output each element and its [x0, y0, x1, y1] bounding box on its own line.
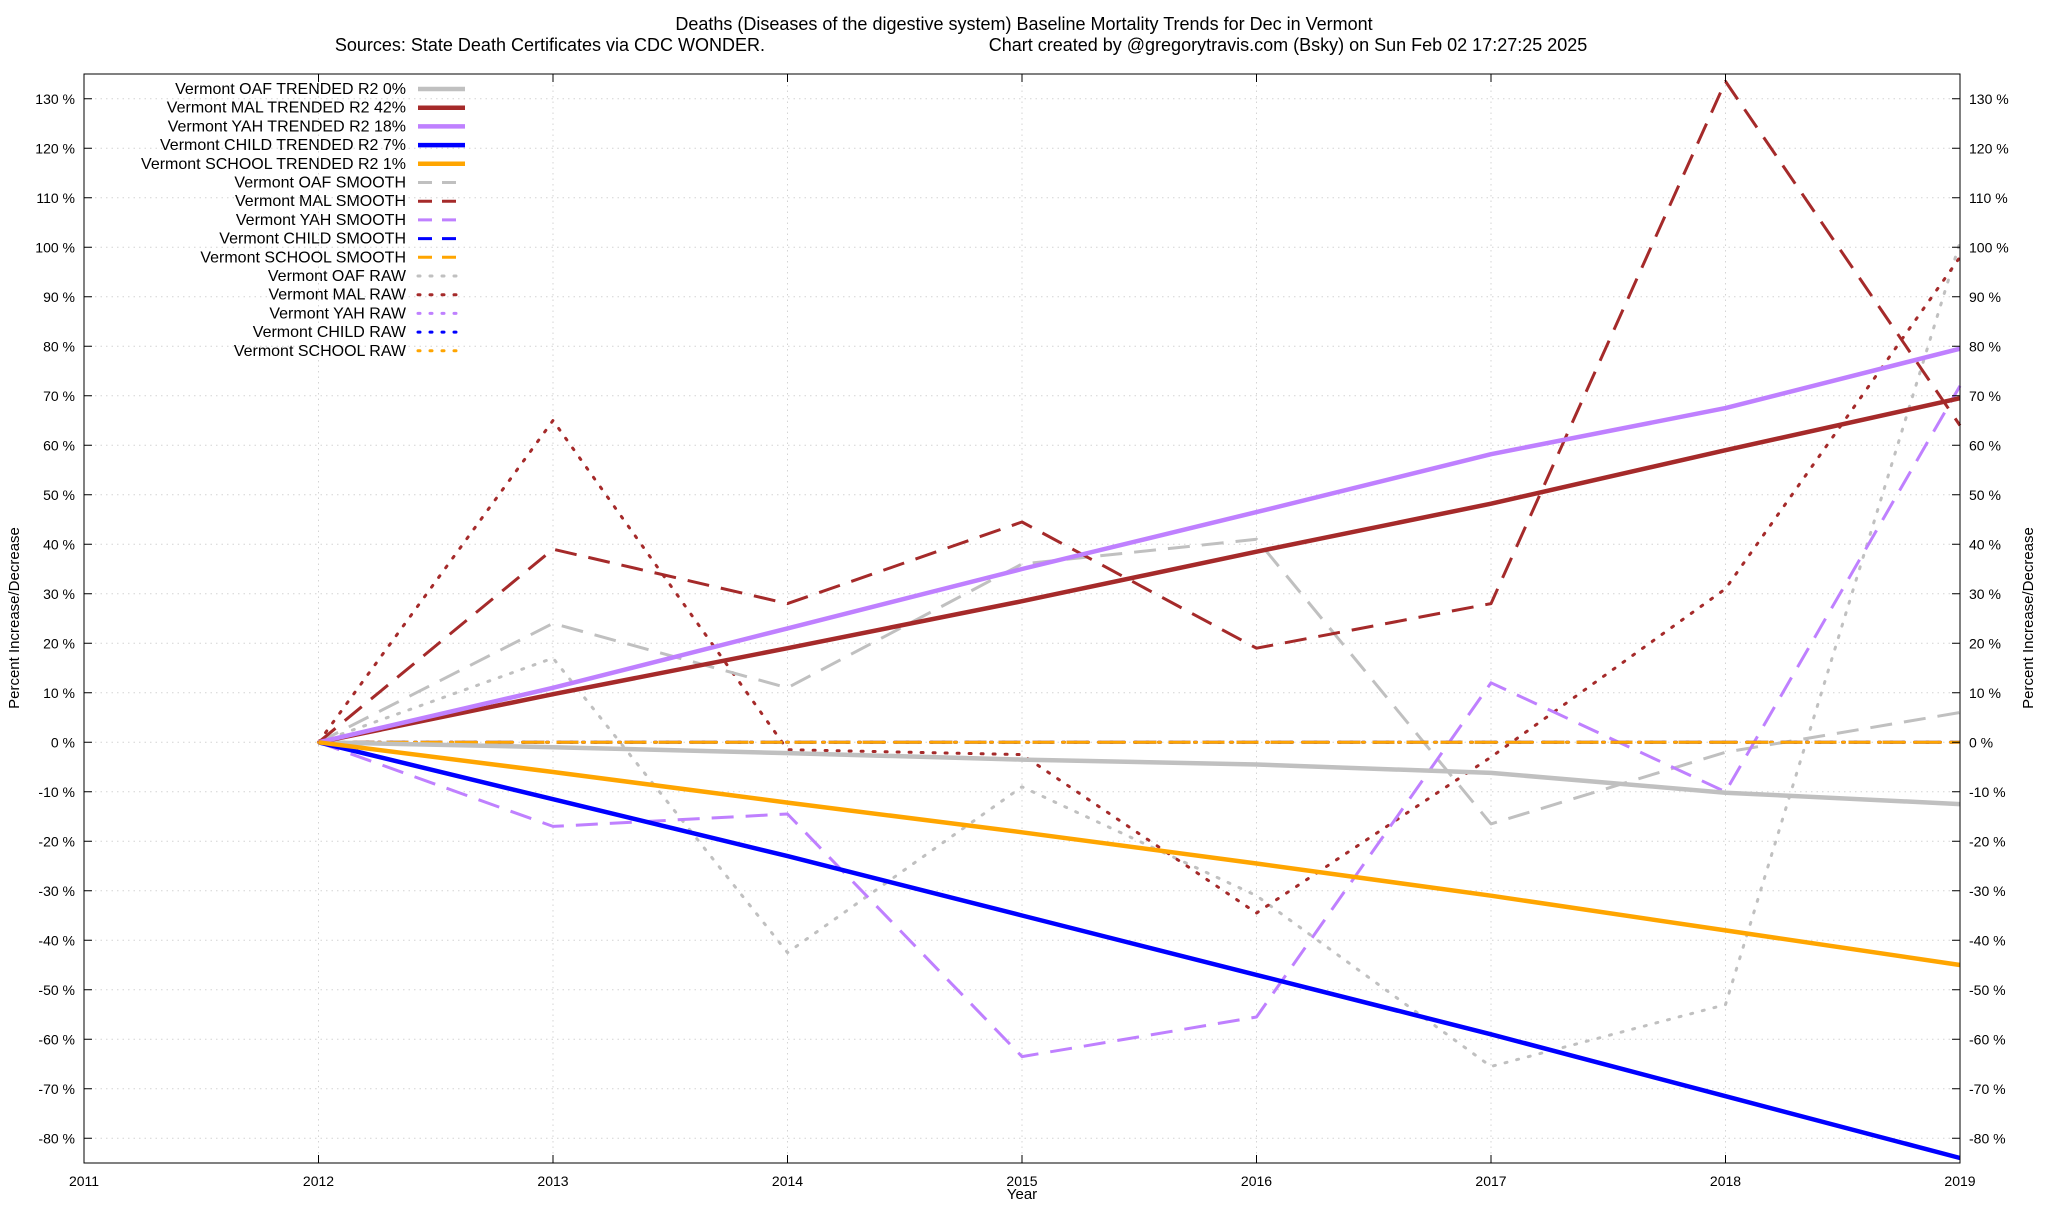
legend-label: Vermont YAH RAW: [269, 305, 407, 322]
series-lines: [317, 79, 1962, 1161]
legend-label: Vermont SCHOOL RAW: [234, 343, 407, 360]
y-tick-label-right: -40 %: [1969, 932, 2006, 948]
y-tick-label-left: 110 %: [36, 190, 75, 206]
y-tick-label-left: -20 %: [38, 833, 75, 849]
legend-label: Vermont MAL RAW: [268, 287, 406, 304]
legend-label: Vermont OAF SMOOTH: [234, 175, 406, 192]
legend-label: Vermont SCHOOL SMOOTH: [200, 249, 406, 266]
series-line-2: [318, 396, 1961, 745]
x-tick-label: 2016: [1241, 1173, 1272, 1189]
x-tick-label: 2019: [1944, 1173, 1975, 1189]
y-tick-label-left: -80 %: [38, 1130, 75, 1146]
legend-label: Vermont CHILD SMOOTH: [219, 231, 406, 248]
y-tick-label-right: -60 %: [1969, 1031, 2006, 1047]
series-line-6: [317, 537, 1961, 826]
series-line-11: [317, 240, 1962, 1068]
y-tick-label-left: 50 %: [43, 487, 75, 503]
legend-label: Vermont YAH SMOOTH: [236, 212, 406, 229]
y-tick-label-left: -40 %: [38, 932, 75, 948]
y-tick-label-right: -20 %: [1969, 833, 2006, 849]
x-tick-label: 2011: [69, 1173, 99, 1189]
y-tick-label-left: -60 %: [38, 1031, 75, 1047]
y-tick-label-right: -10 %: [1969, 784, 2006, 800]
y-axis-label-left: Percent Increase/Decrease: [6, 527, 23, 709]
y-tick-label-left: 10 %: [43, 685, 75, 701]
x-tick-label: 2015: [1006, 1173, 1037, 1189]
y-tick-label-left: -30 %: [38, 883, 75, 899]
x-tick-label: 2017: [1475, 1173, 1506, 1189]
y-tick-label-right: 40 %: [1969, 536, 2001, 552]
x-tick-label: 2013: [537, 1173, 568, 1189]
y-tick-label-left: 130 %: [35, 91, 75, 107]
legend-label: Vermont CHILD RAW: [253, 324, 407, 341]
y-tick-label-right: -50 %: [1969, 982, 2006, 998]
legend-label: Vermont MAL TRENDED R2 42%: [167, 100, 406, 117]
y-tick-label-left: -70 %: [38, 1081, 75, 1097]
legend-label: Vermont YAH TRENDED R2 18%: [168, 118, 406, 135]
y-tick-label-left: 30 %: [43, 586, 75, 602]
legend: Vermont OAF TRENDED R2 0% Vermont MAL TRE…: [141, 81, 467, 360]
y-tick-label-right: 120 %: [1969, 140, 2009, 156]
legend-label: Vermont MAL SMOOTH: [235, 193, 406, 210]
y-tick-label-right: 130 %: [1969, 91, 2009, 107]
chart-subtitle-right: Chart created by @gregorytravis.com (Bsk…: [989, 35, 1588, 55]
y-tick-label-right: 70 %: [1969, 388, 2001, 404]
y-tick-label-right: -70 %: [1969, 1081, 2006, 1097]
legend-label: Vermont OAF TRENDED R2 0%: [175, 81, 406, 98]
series-line-1: [318, 740, 1961, 807]
legend-label: Vermont OAF RAW: [268, 268, 407, 285]
series-line-3: [317, 346, 1961, 745]
y-tick-label-right: 60 %: [1969, 437, 2001, 453]
y-tick-label-right: 100 %: [1969, 239, 2009, 255]
y-tick-label-right: 50 %: [1969, 487, 2001, 503]
x-tick-label: 2012: [303, 1173, 334, 1189]
y-tick-label-left: 60 %: [43, 437, 75, 453]
y-tick-label-left: 90 %: [43, 289, 75, 305]
legend-label: Vermont SCHOOL TRENDED R2 1%: [141, 156, 406, 173]
y-tick-label-right: -80 %: [1969, 1130, 2006, 1146]
y-tick-label-right: -30 %: [1969, 883, 2006, 899]
y-axis-label-right: Percent Increase/Decrease: [2020, 527, 2037, 709]
y-tick-label-right: 110 %: [1969, 190, 2008, 206]
x-axis-label: Year: [1007, 1186, 1037, 1200]
x-tick-label: 2014: [772, 1173, 803, 1189]
y-tick-label-left: -50 %: [38, 982, 75, 998]
y-tick-label-left: 40 %: [43, 536, 75, 552]
y-tick-label-right: 90 %: [1969, 289, 2001, 305]
y-tick-label-left: 70 %: [43, 388, 75, 404]
x-tick-label: 2018: [1710, 1173, 1741, 1189]
y-tick-label-right: 80 %: [1969, 338, 2001, 354]
y-tick-label-left: 80 %: [43, 338, 75, 354]
y-tick-label-right: 0 %: [1969, 734, 1993, 750]
series-line-8: [317, 385, 1962, 1059]
y-tick-label-left: 20 %: [43, 635, 75, 651]
chart-title: Deaths (Diseases of the digestive system…: [675, 14, 1372, 34]
series-line-5: [318, 740, 1961, 968]
y-tick-label-left: 0 %: [51, 734, 75, 750]
axis-ticks: -80 % -80 % -70 % -70 % -60 % -60 % -50 % -50 %…: [35, 74, 2009, 1189]
legend-label: Vermont CHILD TRENDED R2 7%: [160, 137, 406, 154]
y-tick-label-left: 120 %: [35, 140, 75, 156]
y-tick-label-right: 30 %: [1969, 586, 2001, 602]
grid: [83, 74, 1961, 1163]
y-tick-label-right: 20 %: [1969, 635, 2001, 651]
chart-subtitle-left: Sources: State Death Certificates via CD…: [335, 35, 765, 55]
y-tick-label-right: 10 %: [1969, 685, 2001, 701]
y-tick-label-left: 100 %: [35, 239, 75, 255]
series-line-4: [317, 740, 1961, 1161]
series-line-12: [317, 255, 1962, 915]
y-tick-label-left: -10 %: [38, 784, 75, 800]
series-line-7: [317, 79, 1962, 744]
